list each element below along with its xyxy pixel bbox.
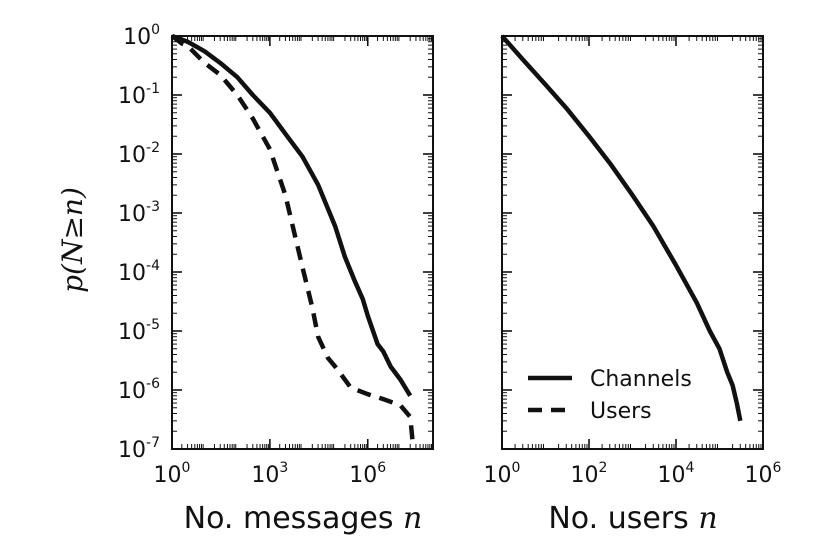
x-tick-label: 100: [484, 460, 521, 488]
panel-messages: 100 103 106 100 10-1 10-2 10-3 10-4 10-5 10-6 10-7…: [118, 22, 434, 536]
plot-frame-left: [171, 35, 434, 450]
y-tick-label: 10-4: [118, 258, 160, 286]
left-series: [170, 33, 416, 450]
y-tick-label: 10-7: [118, 435, 160, 463]
series-line-channels: [500, 34, 743, 422]
legend: Channels Users: [528, 367, 692, 424]
x-tick-label: 106: [349, 460, 386, 488]
x-tick-label: 100: [154, 460, 191, 488]
series-line-channels: [171, 33, 413, 397]
x-axis-label-messages: No. messages n: [184, 501, 423, 536]
x-tick-label: 103: [251, 460, 288, 488]
y-tick-label: 10-5: [118, 317, 160, 345]
left-ticks: 100 103 106 100 10-1 10-2 10-3 10-4 10-5 10-6 10-7: [118, 22, 433, 488]
legend-label-users: Users: [590, 399, 652, 424]
x-axis-label-users: No. users n: [548, 501, 717, 536]
right-ticks: 100 102 104 106: [484, 35, 782, 488]
x-tick-label: 106: [745, 460, 782, 488]
y-tick-label: 100: [123, 22, 160, 50]
panel-users: 100 102 104 106 No. users n Channels Users: [484, 34, 782, 536]
x-tick-label: 102: [571, 460, 608, 488]
y-tick-label: 10-2: [118, 140, 160, 168]
right-series: [500, 34, 743, 422]
y-axis-label: p(N≥n): [56, 187, 89, 293]
y-tick-label: 10-6: [118, 376, 160, 404]
plot-frame-right: [501, 35, 764, 450]
series-line-users: [170, 34, 416, 450]
y-tick-label: 10-3: [118, 199, 160, 227]
y-tick-label: 10-1: [118, 81, 160, 109]
x-tick-label: 104: [658, 460, 695, 488]
legend-label-channels: Channels: [590, 367, 692, 392]
